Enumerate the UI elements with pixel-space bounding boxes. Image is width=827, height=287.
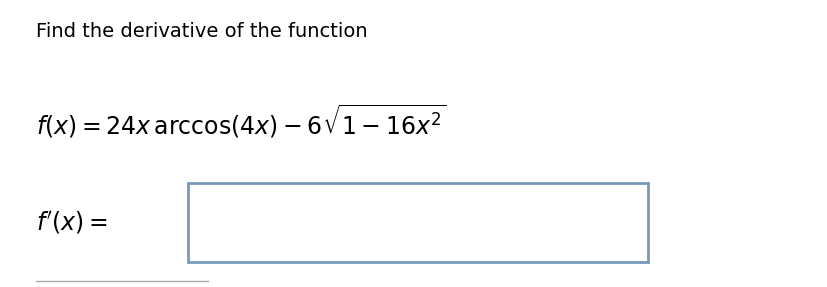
Text: Find the derivative of the function: Find the derivative of the function [36, 22, 367, 42]
Text: $f'(x) =$: $f'(x) =$ [36, 209, 108, 236]
Text: $f(x) = 24x\,\mathrm{arccos}(4x) - 6\sqrt{1 - 16x^2}$: $f(x) = 24x\,\mathrm{arccos}(4x) - 6\sqr… [36, 102, 446, 140]
FancyBboxPatch shape [188, 183, 648, 262]
